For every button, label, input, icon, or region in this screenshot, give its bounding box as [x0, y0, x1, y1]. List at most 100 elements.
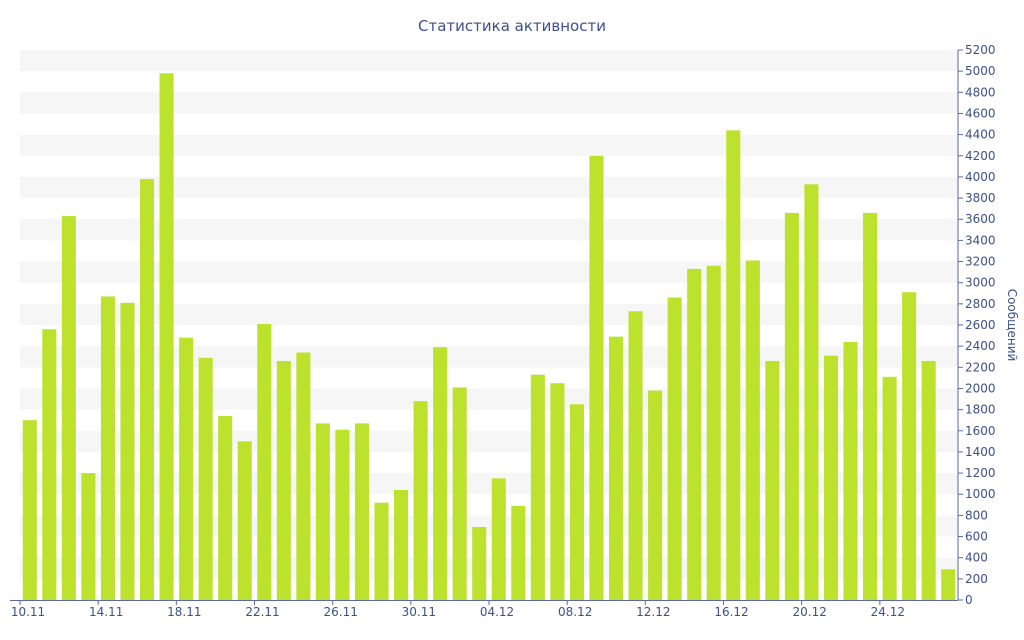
bar-21.11[interactable]	[237, 441, 252, 600]
x-tick-label: 14.11	[89, 605, 123, 619]
bar-08.12[interactable]	[569, 404, 584, 600]
y-tick-label: 400	[965, 551, 988, 565]
grid-bands	[20, 50, 958, 579]
bar-23.11[interactable]	[276, 360, 291, 600]
bar-16.11[interactable]	[139, 179, 155, 601]
bar-25.11[interactable]	[315, 423, 330, 600]
bar-10.12[interactable]	[608, 336, 624, 600]
grid-band	[20, 473, 958, 495]
y-tick-label: 3600	[965, 212, 996, 226]
grid-band	[20, 515, 958, 537]
bar-12.11[interactable]	[61, 216, 76, 600]
y-tick-label: 1200	[965, 466, 996, 480]
y-axis-label: Сообщений	[1005, 289, 1019, 362]
y-tick-label: 3200	[965, 255, 996, 269]
bar-18.12[interactable]	[765, 360, 780, 600]
bar-05.12[interactable]	[511, 505, 526, 600]
y-tick-label: 4600	[965, 106, 996, 120]
bar-30.11[interactable]	[413, 401, 428, 600]
bar-24.11[interactable]	[296, 352, 311, 601]
bar-12.12[interactable]	[648, 390, 663, 600]
bar-13.11[interactable]	[81, 473, 96, 600]
bars-group	[22, 73, 956, 601]
x-tick-label: 18.11	[167, 605, 201, 619]
bar-23.12[interactable]	[863, 212, 878, 600]
y-tick-label: 2800	[965, 297, 996, 311]
grid-band	[20, 176, 958, 199]
y-tick-label: 600	[965, 530, 988, 544]
bar-20.12[interactable]	[804, 184, 819, 600]
bar-11.12[interactable]	[628, 311, 643, 600]
grid-band	[20, 303, 958, 325]
y-tick-label: 1000	[965, 487, 996, 501]
grid-band	[20, 219, 958, 241]
x-axis: 10.11 14.11 18.11 22.11 26.11 30.11 04.12 08.12…	[10, 600, 958, 619]
bar-19.12[interactable]	[784, 212, 799, 600]
bar-16.12[interactable]	[726, 130, 741, 600]
bar-26.12[interactable]	[921, 360, 936, 600]
y-tick-label: 1600	[965, 424, 996, 438]
y-axis: 0 200 400 600 800 1000 1200 1400 1600 1800 2000 220…	[957, 43, 996, 607]
grid-band	[20, 92, 958, 114]
y-tick-label: 3400	[965, 233, 996, 247]
y-tick-label: 1800	[965, 403, 996, 417]
bar-15.12[interactable]	[706, 265, 721, 600]
y-tick-label: 2400	[965, 339, 996, 353]
bar-02.12[interactable]	[452, 387, 467, 600]
y-tick-label: 3000	[965, 276, 996, 290]
y-tick-label: 4200	[965, 149, 996, 163]
bar-24.12[interactable]	[882, 376, 897, 600]
grid-band	[20, 430, 958, 452]
x-tick-label: 30.11	[402, 605, 436, 619]
grid-band	[20, 134, 958, 156]
bar-10.11[interactable]	[22, 420, 37, 600]
x-tick-label: 10.11	[11, 605, 45, 619]
y-tick-label: 800	[965, 508, 988, 522]
bar-06.12[interactable]	[530, 374, 545, 600]
bar-17.11[interactable]	[159, 73, 174, 600]
bar-26.11[interactable]	[335, 429, 350, 600]
x-tick-label: 12.12	[636, 605, 670, 619]
bar-13.12[interactable]	[667, 297, 682, 601]
bar-25.12[interactable]	[902, 292, 917, 600]
y-tick-label: 2600	[965, 318, 996, 332]
x-tick-label: 22.11	[245, 605, 279, 619]
bar-17.12[interactable]	[745, 260, 760, 600]
bar-28.11[interactable]	[374, 502, 389, 600]
bar-22.12[interactable]	[843, 341, 858, 600]
bar-21.12[interactable]	[823, 355, 839, 600]
grid-band	[20, 557, 958, 579]
bar-22.11[interactable]	[257, 323, 272, 600]
bar-03.12[interactable]	[472, 527, 487, 600]
grid-band	[20, 388, 958, 410]
y-tick-label: 4800	[965, 85, 996, 99]
y-tick-label: 4400	[965, 128, 996, 142]
bar-14.12[interactable]	[687, 268, 702, 600]
bar-01.12[interactable]	[433, 347, 448, 600]
bar-19.11[interactable]	[198, 357, 213, 600]
y-tick-label: 4000	[965, 170, 996, 184]
bar-04.12[interactable]	[491, 478, 506, 600]
bar-14.11[interactable]	[100, 296, 115, 600]
bar-09.12[interactable]	[589, 155, 604, 600]
y-tick-label: 3800	[965, 191, 996, 205]
bar-11.11[interactable]	[42, 329, 57, 600]
x-tick-label: 20.12	[792, 605, 826, 619]
x-tick-label: 16.12	[714, 605, 748, 619]
x-tick-label: 26.11	[323, 605, 357, 619]
bar-27.11[interactable]	[354, 423, 370, 600]
bar-20.11[interactable]	[218, 415, 233, 600]
x-tick-label: 24.12	[871, 605, 905, 619]
bar-29.11[interactable]	[394, 490, 409, 600]
bar-15.11[interactable]	[120, 302, 135, 600]
x-tick-label: 08.12	[558, 605, 592, 619]
bar-27.12[interactable]	[941, 569, 956, 600]
bar-07.12[interactable]	[550, 383, 565, 600]
grid-band	[20, 261, 958, 283]
grid-band	[20, 346, 958, 368]
y-tick-label: 0	[965, 593, 973, 607]
y-tick-label: 5000	[965, 64, 996, 78]
bar-18.11[interactable]	[179, 337, 194, 600]
chart-title: Статистика активности	[418, 17, 606, 35]
